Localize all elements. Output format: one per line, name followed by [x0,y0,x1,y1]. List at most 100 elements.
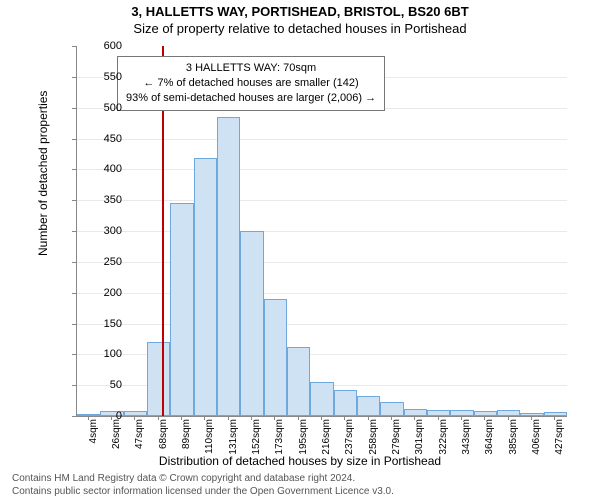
x-tick-label: 364sqm [484,419,495,459]
x-tick-mark [438,416,439,420]
histogram-bar [170,203,193,416]
x-tick-mark [554,416,555,420]
x-tick-label: 279sqm [391,419,402,459]
plot-area: 3 HALLETTS WAY: 70sqm← 7% of detached ho… [76,46,567,417]
histogram-bar [310,382,333,416]
y-tick-mark [72,231,76,232]
annotation-box: 3 HALLETTS WAY: 70sqm← 7% of detached ho… [117,56,385,111]
x-tick-label: 216sqm [321,419,332,459]
histogram-bar [147,342,170,416]
x-tick-label: 195sqm [298,419,309,459]
footer-line-2: Contains public sector information licen… [12,486,394,499]
gridline [77,262,567,263]
x-tick-mark [88,416,89,420]
y-tick-label: 200 [88,287,122,299]
x-tick-mark [484,416,485,420]
x-tick-label: 343sqm [461,419,472,459]
x-tick-mark [321,416,322,420]
annotation-line-2: ← 7% of detached houses are smaller (142… [126,76,376,91]
gridline [77,324,567,325]
x-tick-mark [204,416,205,420]
footer-line-1: Contains HM Land Registry data © Crown c… [12,473,394,486]
gridline [77,293,567,294]
x-tick-label: 26sqm [111,419,122,459]
histogram-bar [497,410,520,416]
y-tick-mark [72,324,76,325]
x-tick-mark [181,416,182,420]
y-tick-label: 50 [88,379,122,391]
x-tick-label: 173sqm [274,419,285,459]
y-tick-label: 100 [88,348,122,360]
x-tick-mark [298,416,299,420]
histogram-bar [404,409,427,416]
x-tick-mark [344,416,345,420]
x-tick-label: 385sqm [508,419,519,459]
y-tick-label: 300 [88,225,122,237]
x-tick-mark [228,416,229,420]
y-tick-mark [72,108,76,109]
y-tick-mark [72,169,76,170]
x-tick-mark [368,416,369,420]
y-tick-mark [72,385,76,386]
x-tick-mark [274,416,275,420]
histogram-bar [217,117,240,416]
y-tick-mark [72,77,76,78]
x-tick-label: 258sqm [368,419,379,459]
x-tick-label: 427sqm [554,419,565,459]
y-tick-mark [72,293,76,294]
x-tick-label: 47sqm [134,419,145,459]
x-tick-label: 68sqm [158,419,169,459]
page-subtitle: Size of property relative to detached ho… [0,21,600,36]
histogram-bar [287,347,310,416]
histogram-bar [264,299,287,416]
gridline [77,231,567,232]
x-tick-label: 89sqm [181,419,192,459]
x-tick-mark [414,416,415,420]
x-tick-label: 4sqm [88,419,99,459]
y-axis-title: Number of detached properties [36,91,50,256]
histogram-bar [194,158,217,416]
gridline [77,200,567,201]
x-tick-label: 301sqm [414,419,425,459]
y-tick-mark [72,262,76,263]
gridline [77,169,567,170]
x-tick-mark [391,416,392,420]
histogram-chart: Number of detached properties 3 HALLETTS… [38,46,578,446]
y-tick-mark [72,416,76,417]
x-tick-label: 406sqm [531,419,542,459]
y-tick-mark [72,200,76,201]
x-tick-label: 152sqm [251,419,262,459]
y-tick-label: 400 [88,163,122,175]
y-tick-label: 550 [88,71,122,83]
y-tick-label: 500 [88,102,122,114]
histogram-bar [380,402,403,416]
x-axis-title: Distribution of detached houses by size … [0,454,600,468]
x-tick-label: 237sqm [344,419,355,459]
y-tick-label: 450 [88,133,122,145]
y-tick-label: 150 [88,318,122,330]
footer-attribution: Contains HM Land Registry data © Crown c… [12,473,394,498]
x-tick-mark [158,416,159,420]
gridline [77,139,567,140]
y-tick-mark [72,354,76,355]
x-tick-mark [531,416,532,420]
x-tick-label: 322sqm [438,419,449,459]
annotation-line-3: 93% of semi-detached houses are larger (… [126,91,376,106]
histogram-bar [357,396,380,416]
page-title: 3, HALLETTS WAY, PORTISHEAD, BRISTOL, BS… [0,4,600,19]
histogram-bar [240,231,263,416]
histogram-bar [427,410,450,416]
x-tick-mark [134,416,135,420]
y-tick-mark [72,46,76,47]
x-tick-mark [508,416,509,420]
annotation-line-1: 3 HALLETTS WAY: 70sqm [126,61,376,76]
y-tick-label: 350 [88,194,122,206]
x-tick-label: 131sqm [228,419,239,459]
y-tick-label: 250 [88,256,122,268]
y-tick-mark [72,139,76,140]
x-tick-mark [251,416,252,420]
histogram-bar [334,390,357,416]
x-tick-label: 110sqm [204,419,215,459]
x-tick-mark [461,416,462,420]
y-tick-label: 600 [88,40,122,52]
